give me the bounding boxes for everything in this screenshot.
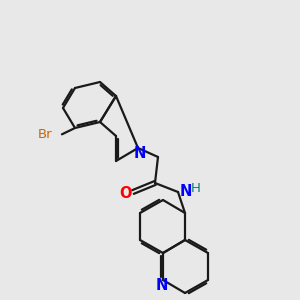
- Text: N: N: [156, 278, 168, 292]
- Text: N: N: [180, 184, 192, 200]
- Text: N: N: [134, 146, 146, 160]
- Text: H: H: [191, 182, 201, 194]
- Text: O: O: [119, 185, 131, 200]
- Text: Br: Br: [37, 128, 52, 141]
